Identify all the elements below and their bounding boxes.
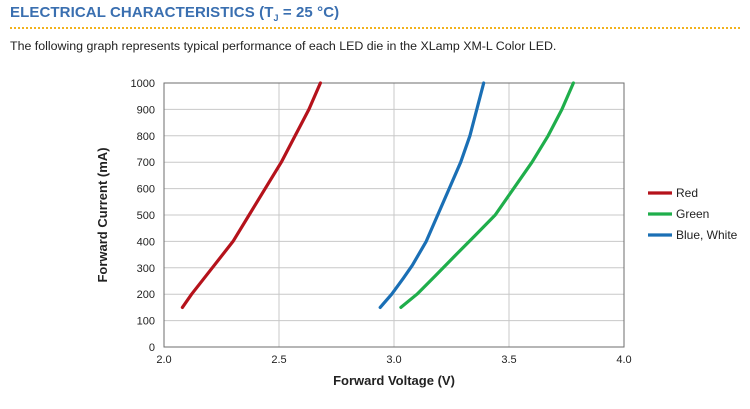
y-tick-label: 100 [137,316,155,328]
series-line-blue-white [378,81,486,309]
y-tick-label: 1000 [131,78,155,90]
dotted-divider [10,27,740,29]
section-title-text: ELECTRICAL CHARACTERISTICS (T [10,4,274,21]
y-axis-title: Forward Current (mA) [95,147,110,282]
x-tick-labels: 2.0 2.5 3.0 3.5 4.0 [156,354,631,366]
series-line-red [180,81,322,309]
intro-paragraph: The following graph represents typical p… [10,39,557,53]
x-tick-label: 3.5 [501,354,516,366]
legend-label-red: Red [676,186,698,200]
chart-series [180,81,576,309]
section-header: ELECTRICAL CHARACTERISTICS (TJ = 25 °C) [10,4,339,23]
y-tick-label: 300 [137,263,155,275]
y-tick-label: 200 [137,289,155,301]
legend-label-blue-white: Blue, White [676,228,738,242]
y-tick-label: 700 [137,157,155,169]
y-tick-label: 800 [137,131,155,143]
y-tick-label: 600 [137,184,155,196]
y-tick-labels: 0 100 200 300 400 500 600 700 800 900 1000 [131,78,155,354]
section-title-subscript: J [273,13,279,23]
x-tick-label: 3.0 [386,354,401,366]
section-title-suffix: = 25 °C) [278,4,340,21]
x-tick-label: 2.5 [271,354,286,366]
series-line-green [399,81,576,309]
y-tick-label: 900 [137,104,155,116]
x-tick-label: 2.0 [156,354,171,366]
chart-legend: Red Green Blue, White [648,186,738,242]
x-tick-label: 4.0 [616,354,631,366]
y-tick-label: 500 [137,210,155,222]
plot-frame [163,82,625,348]
y-tick-label: 0 [149,342,155,354]
y-tick-label: 400 [137,236,155,248]
legend-label-green: Green [676,207,709,221]
x-axis-title: Forward Voltage (V) [333,373,455,388]
